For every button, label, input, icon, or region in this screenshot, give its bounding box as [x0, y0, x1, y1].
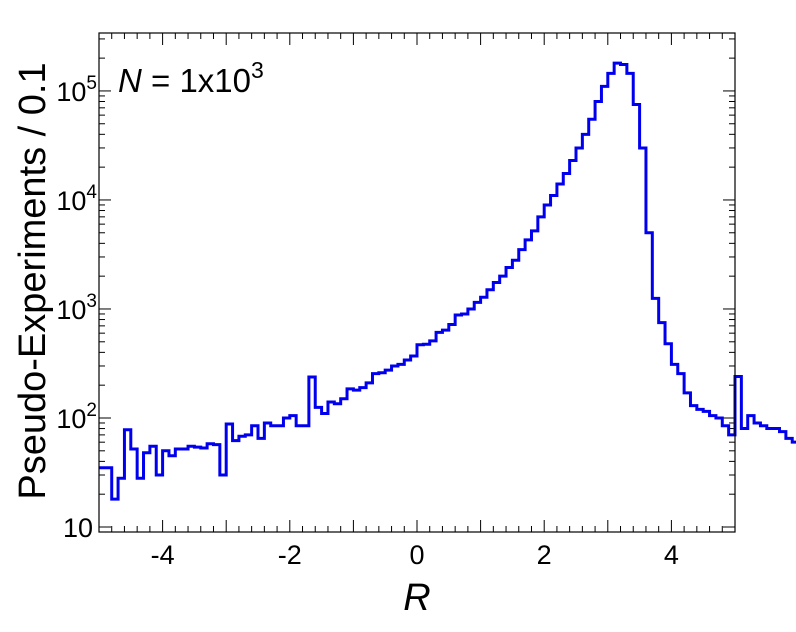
tick-labels: -4 -2 0 2 4 10 102 103 104 105 — [56, 73, 679, 570]
x-axis-label: R — [403, 577, 430, 619]
annotation-exponent: 3 — [251, 57, 264, 83]
sample-size-annotation: N = 1x103 — [118, 57, 264, 99]
y-tick-label: 103 — [56, 291, 97, 325]
y-tick-label: 102 — [56, 400, 97, 434]
x-tick-label: 0 — [409, 540, 424, 570]
y-axis-label: Pseudo-Experiments / 0.1 — [12, 62, 54, 499]
histogram-line — [99, 61, 796, 501]
x-tick-label: -4 — [151, 540, 175, 570]
annotation-text: = 1x10 — [142, 62, 251, 99]
y-tick-label: 10 — [63, 513, 93, 543]
x-tick-label: 4 — [664, 540, 679, 570]
y-tick-label: 105 — [56, 73, 97, 107]
x-tick-label: 2 — [537, 540, 552, 570]
y-tick-label: 104 — [56, 182, 97, 216]
x-tick-label: -2 — [278, 540, 302, 570]
plot-frame — [98, 32, 736, 533]
annotation-variable: N — [118, 62, 142, 99]
